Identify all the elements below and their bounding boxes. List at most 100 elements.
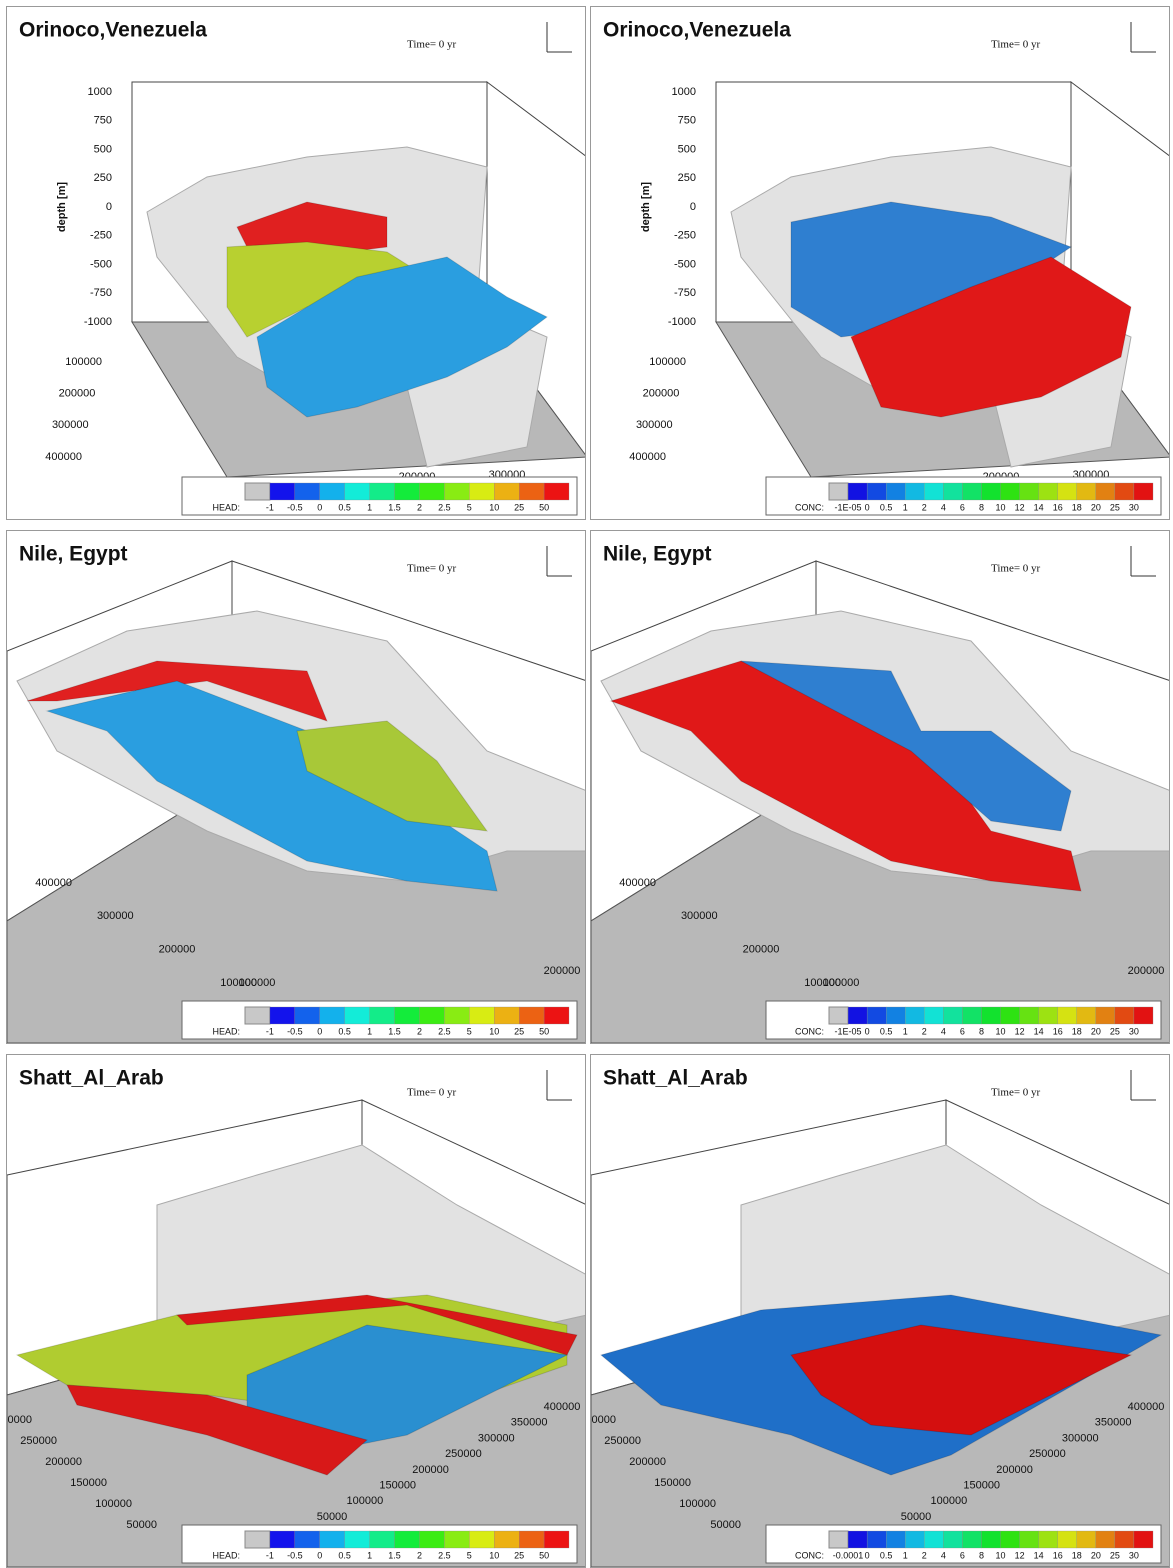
legend-label: 1.5 (388, 502, 401, 512)
legend-label: 25 (514, 1550, 524, 1560)
legend-cell (370, 1007, 395, 1024)
legend-label: 25 (1110, 502, 1120, 512)
legend-cell (245, 483, 270, 500)
legend-label: -0.5 (287, 1026, 303, 1036)
legend-cell (345, 483, 370, 500)
legend-cell (519, 1007, 544, 1024)
legend-label: 0 (865, 1550, 870, 1560)
legend-label: 0 (317, 1026, 322, 1036)
time-label: Time= 0 yr (991, 1087, 1041, 1099)
tick-label: 400000 (1128, 1401, 1165, 1413)
legend-label: 2 (417, 502, 422, 512)
legend-cell (494, 1531, 519, 1548)
legend-cell (1020, 1007, 1039, 1024)
tick-label: 150000 (70, 1477, 107, 1489)
legend-cell (1039, 1007, 1058, 1024)
time-label: Time= 0 yr (407, 39, 457, 51)
tick-label: 50000 (317, 1511, 348, 1523)
tick-label: 100000 (649, 356, 686, 368)
tick-label: 300000 (52, 419, 89, 431)
legend-cell (270, 1531, 295, 1548)
legend-cell (245, 1531, 270, 1548)
legend-label: 30 (1129, 1026, 1139, 1036)
legend-label: 5 (467, 1550, 472, 1560)
legend-cell (848, 1531, 867, 1548)
legend-label: 6 (960, 1550, 965, 1560)
legend-cell (245, 1007, 270, 1024)
legend-cell (1077, 1007, 1096, 1024)
tick-label: 250000 (604, 1435, 641, 1447)
tick-label: 0 (106, 201, 112, 213)
legend-cell (1039, 1531, 1058, 1548)
legend-label: 0 (317, 1550, 322, 1560)
legend-cell (469, 1531, 494, 1548)
legend-label: 2 (922, 1550, 927, 1560)
time-label: Time= 0 yr (407, 1087, 457, 1099)
legend-label: 20 (1091, 1026, 1101, 1036)
legend-cell (519, 1531, 544, 1548)
legend-cell (345, 1007, 370, 1024)
legend-cell (848, 483, 867, 500)
legend-label: 8 (979, 1550, 984, 1560)
tick-label: -1000 (668, 316, 696, 328)
legend-cell (1134, 1007, 1153, 1024)
legend-cell (469, 483, 494, 500)
legend-cell (829, 1531, 848, 1548)
tick-label: 400000 (629, 451, 666, 463)
legend-cell (519, 483, 544, 500)
legend-cell (469, 1007, 494, 1024)
legend-cell (1001, 1007, 1020, 1024)
legend-cell (295, 1007, 320, 1024)
legend-cell (924, 483, 943, 500)
figure: Orinoco,VenezuelaTime= 0 yr1000750500250… (0, 0, 1173, 1566)
tick-label: -1000 (84, 316, 112, 328)
legend-label: 14 (1034, 1550, 1044, 1560)
tick-label: 250000 (445, 1448, 482, 1460)
panel-title: Nile, Egypt (603, 543, 712, 566)
legend-label: 18 (1072, 1026, 1082, 1036)
axis-title: depth [m] (56, 182, 68, 232)
legend-title: CONC: (795, 1026, 824, 1036)
panel-title: Orinoco,Venezuela (603, 19, 791, 42)
tick-label: 200000 (159, 944, 196, 956)
legend-title: CONC: (795, 1550, 824, 1560)
legend-label: 5 (467, 1026, 472, 1036)
tick-label: 300000 (590, 1414, 616, 1426)
tick-label: 750 (94, 115, 112, 127)
legend-label: 1.5 (388, 1026, 401, 1036)
legend-label: 0 (865, 1026, 870, 1036)
legend-cell (1077, 1531, 1096, 1548)
legend-label: 16 (1053, 1550, 1063, 1560)
legend-label: 10 (996, 1550, 1006, 1560)
legend-cell (419, 1531, 444, 1548)
legend-label: 0.5 (338, 1550, 351, 1560)
legend-label: 0.5 (880, 1026, 893, 1036)
legend-label: 25 (1110, 1026, 1120, 1036)
tick-label: 200000 (544, 965, 581, 977)
panel: Nile, EgyptTime= 0 yr4000003000002000001… (6, 530, 586, 1044)
legend-cell (1020, 1531, 1039, 1548)
legend-label: 50 (539, 502, 549, 512)
legend-title: HEAD: (212, 1550, 240, 1560)
legend-cell (295, 1531, 320, 1548)
tick-label: 150000 (654, 1477, 691, 1489)
legend-label: 16 (1053, 502, 1063, 512)
legend-cell (1001, 483, 1020, 500)
legend-label: -0.5 (287, 502, 303, 512)
legend-label: 6 (960, 502, 965, 512)
panel: Orinoco,VenezuelaTime= 0 yr1000750500250… (590, 6, 1170, 520)
legend-label: 14 (1034, 502, 1044, 512)
legend-label: 14 (1034, 1026, 1044, 1036)
time-label: Time= 0 yr (991, 563, 1041, 575)
legend-cell (1077, 483, 1096, 500)
legend-label: -0.0001 (833, 1550, 864, 1560)
tick-label: 200000 (59, 388, 96, 400)
legend-cell (544, 1531, 569, 1548)
legend-cell (943, 1007, 962, 1024)
legend-title: HEAD: (212, 1026, 240, 1036)
tick-label: 250000 (20, 1435, 57, 1447)
legend-label: -1E-05 (835, 502, 862, 512)
legend-label: 10 (489, 1550, 499, 1560)
legend-label: -0.5 (287, 1550, 303, 1560)
